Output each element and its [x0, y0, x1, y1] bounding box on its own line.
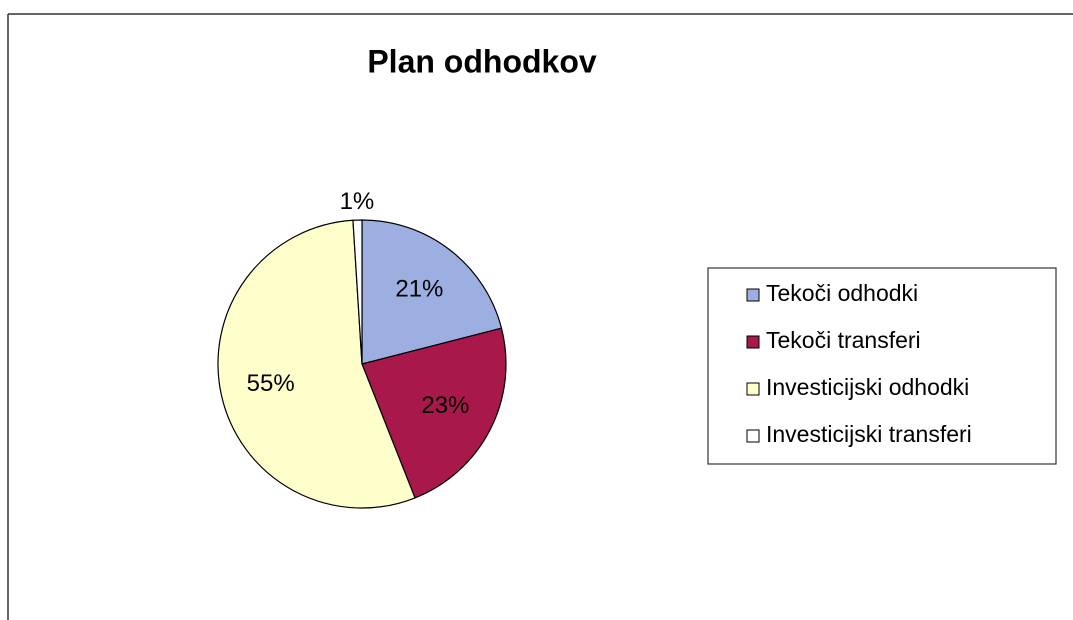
legend-label: Investicijski odhodki	[766, 374, 969, 400]
legend-marker	[746, 382, 760, 396]
legend-marker	[746, 429, 760, 443]
legend-marker	[746, 335, 760, 349]
data-label: 23%	[421, 392, 469, 419]
data-label: 21%	[395, 275, 443, 302]
pie-slice	[352, 219, 363, 365]
data-label: 1%	[340, 188, 375, 215]
pie-slice	[217, 219, 416, 509]
legend-box	[707, 267, 1057, 465]
data-label: 55%	[247, 370, 295, 397]
legend-label: Investicijski transferi	[766, 421, 972, 447]
pie-slice	[361, 219, 503, 365]
legend-label: Tekoči odhodki	[766, 280, 918, 306]
pie-slice	[361, 327, 507, 499]
legend-label: Tekoči transferi	[766, 327, 921, 353]
chart-title: Plan odhodkov	[367, 43, 597, 79]
legend-marker	[746, 288, 760, 302]
